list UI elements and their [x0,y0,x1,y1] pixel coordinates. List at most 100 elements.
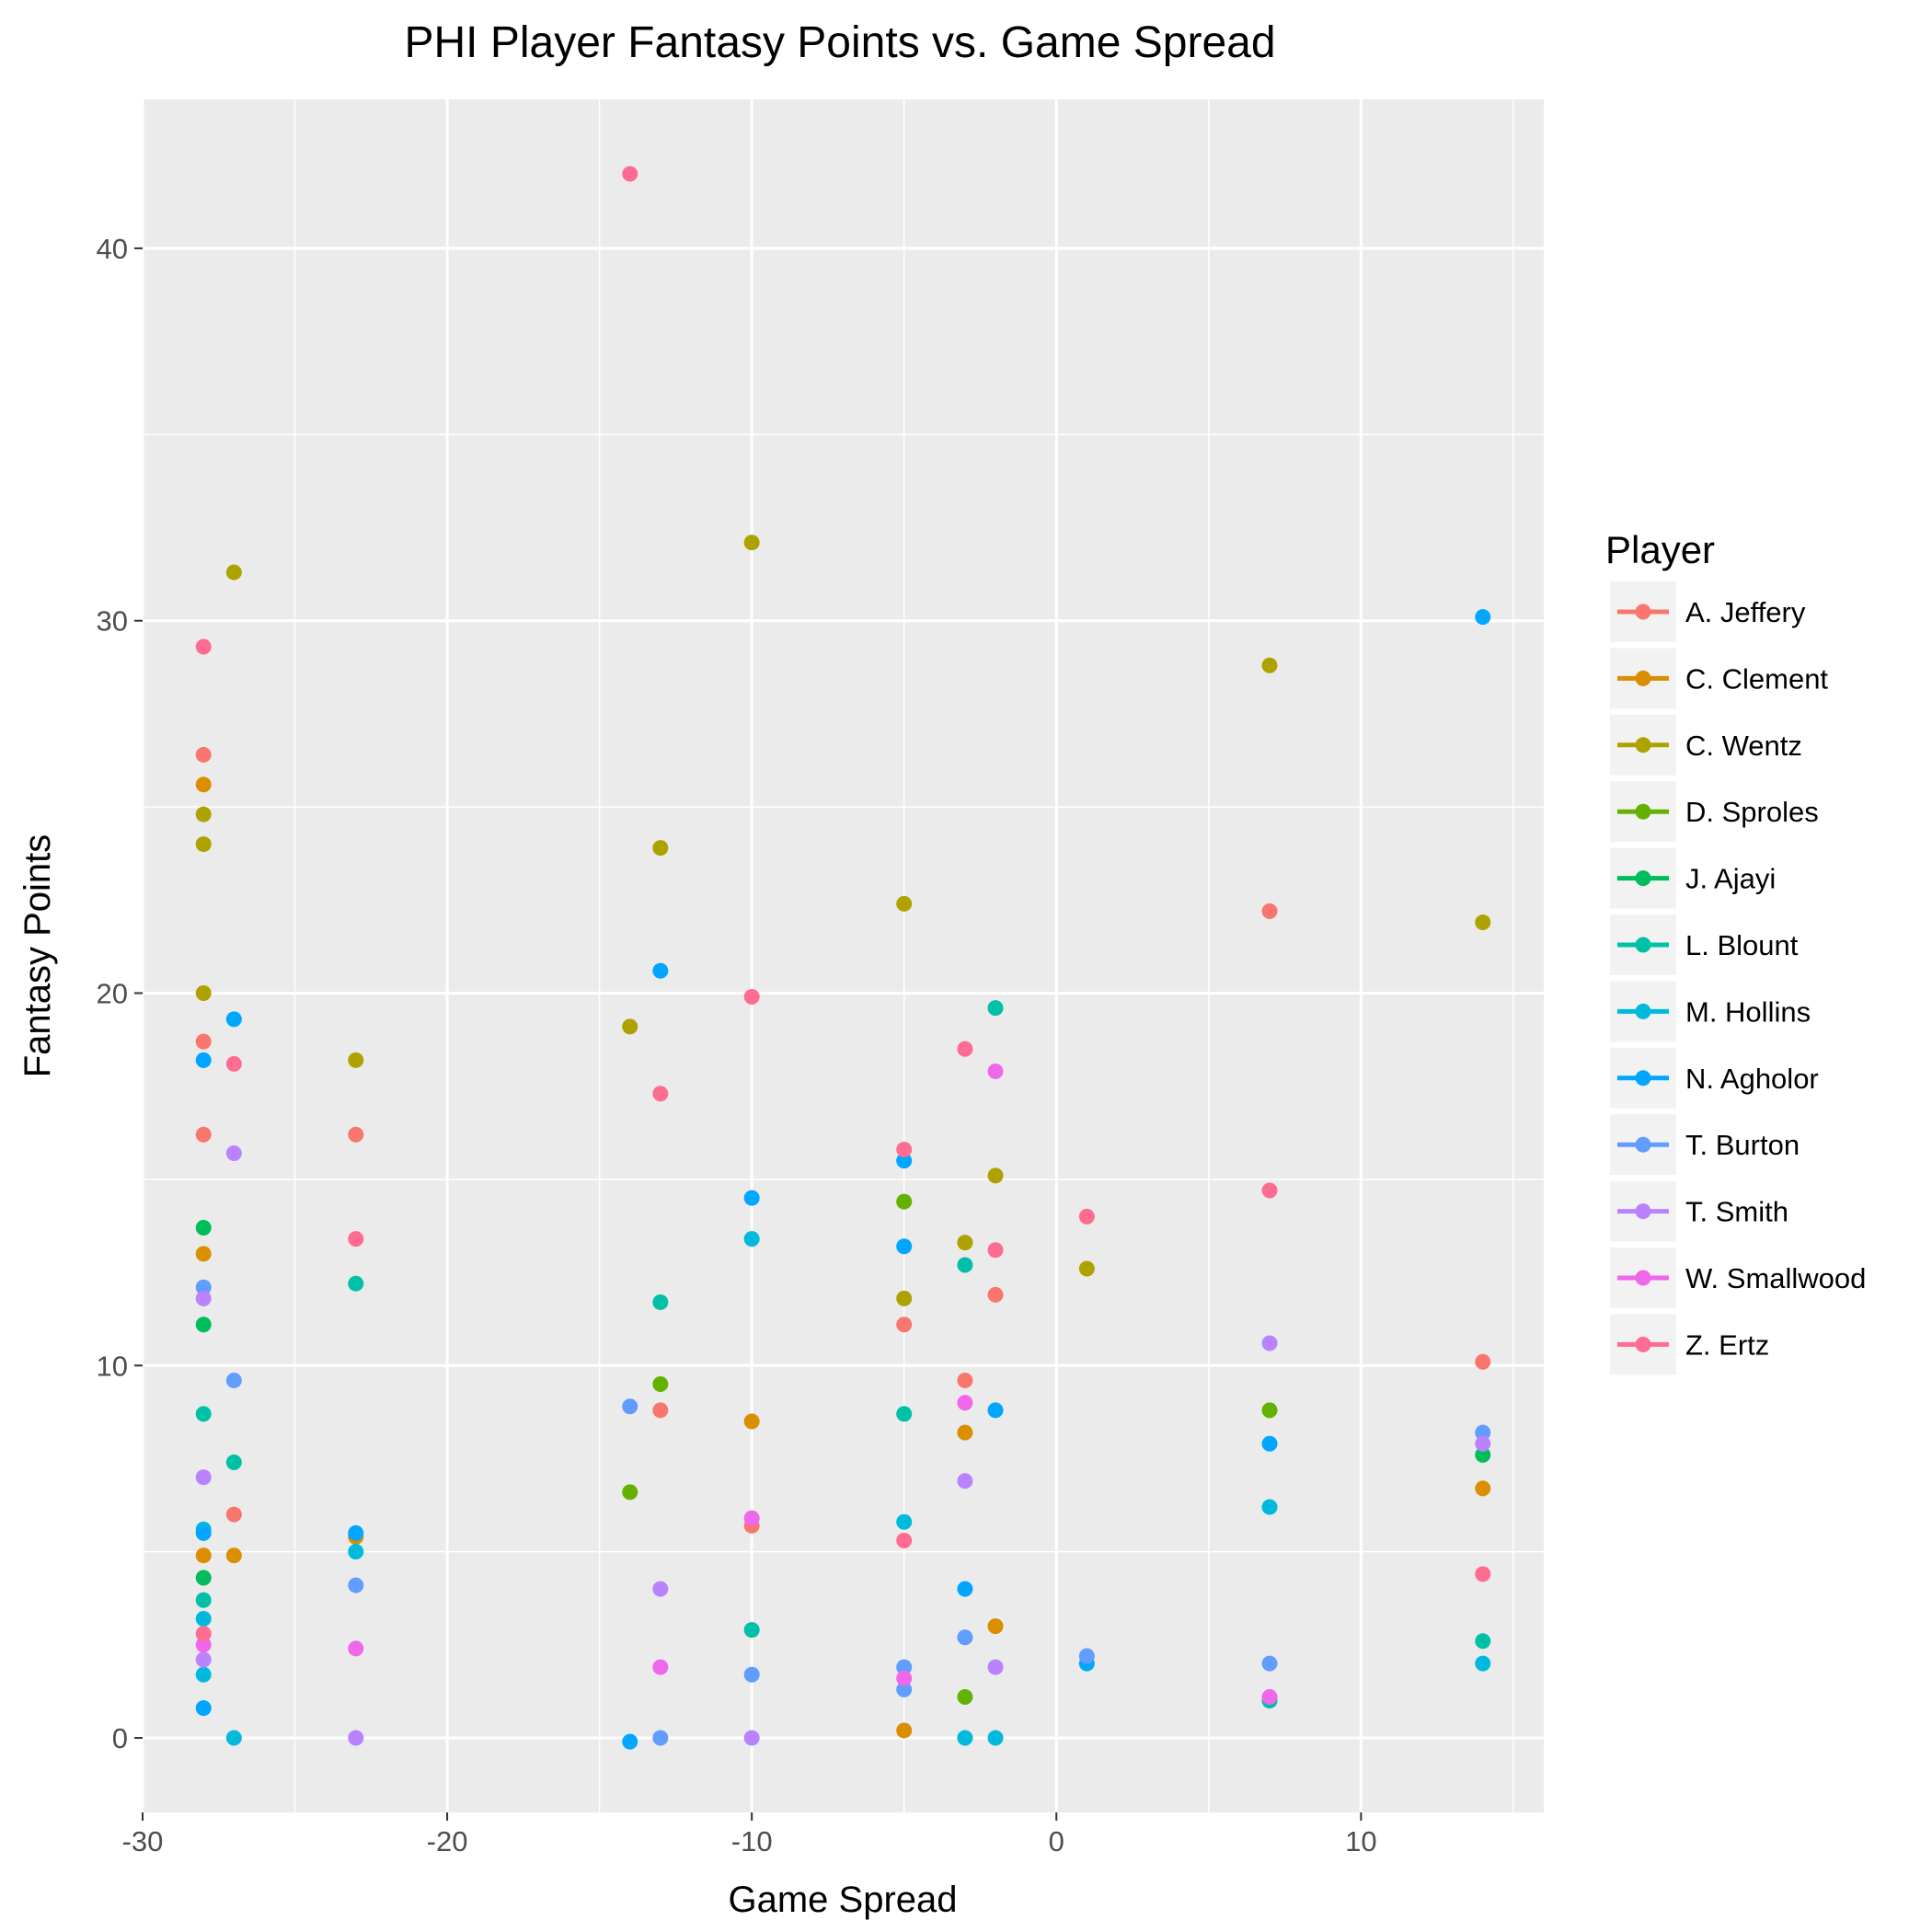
data-point-t-burton [348,1577,364,1593]
data-point-c-clement [195,776,212,793]
x-tick-label: -10 [731,1825,773,1857]
plot-panel [143,99,1544,1812]
legend-key-point [1635,604,1651,620]
legend-title: Player [1605,528,1715,571]
data-point-j-ajayi [1475,1446,1491,1463]
data-point-z-ertz [896,1533,913,1549]
data-point-a-jeffery [957,1372,973,1388]
legend-label: C. Wentz [1685,730,1802,762]
data-point-c-wentz [957,1235,973,1251]
data-point-c-wentz [195,836,212,853]
data-point-d-sproles [622,1484,638,1501]
y-axis-label: Fantasy Points [17,834,58,1078]
data-point-z-ertz [622,166,638,182]
data-point-l-blount [195,1592,212,1608]
grid-minor [143,99,1544,1812]
data-point-t-smith [652,1581,669,1597]
data-point-m-hollins [225,1730,242,1746]
data-point-n-agholor [225,1011,242,1028]
data-point-m-hollins [1475,1655,1491,1672]
data-point-t-smith [1261,1335,1278,1351]
legend-key-point [1635,1203,1651,1220]
data-point-n-agholor [622,1733,638,1750]
data-point-w-smallwood [1261,1689,1278,1706]
data-point-d-sproles [957,1689,973,1706]
data-point-c-wentz [987,1167,1004,1184]
data-point-l-blount [957,1257,973,1273]
legend-item-t-smith: T. Smith [1610,1180,1788,1242]
data-point-a-jeffery [1475,1353,1491,1370]
data-point-t-burton [225,1372,242,1388]
x-axis-ticks: -30 -20 -10 0 10 [122,1812,1377,1857]
data-point-t-smith [987,1659,1004,1675]
data-point-t-smith [195,1651,212,1668]
data-point-c-wentz [1261,657,1278,673]
y-axis-ticks: 0 10 20 30 40 [97,233,143,1754]
data-point-a-jeffery [195,746,212,763]
data-point-a-jeffery [987,1286,1004,1303]
y-tick-label: 40 [97,233,128,265]
legend-label: Z. Ertz [1685,1328,1769,1361]
data-point-a-jeffery [225,1506,242,1523]
x-tick-label: 10 [1345,1825,1376,1857]
legend-item-t-burton: T. Burton [1610,1114,1800,1176]
legend-key-point [1635,870,1651,887]
data-point-t-smith [743,1730,760,1746]
data-point-l-blount [652,1294,669,1310]
data-point-n-agholor [195,1052,212,1068]
data-point-l-blount [348,1275,364,1292]
data-point-z-ertz [896,1141,913,1157]
data-point-t-burton [743,1666,760,1683]
legend-label: A. Jeffery [1685,596,1806,628]
data-point-c-wentz [225,564,242,581]
y-tick-label: 10 [97,1350,128,1382]
data-point-m-hollins [896,1513,913,1530]
data-point-n-agholor [896,1238,913,1255]
data-point-m-hollins [957,1730,973,1746]
data-point-a-jeffery [896,1317,913,1333]
data-point-t-burton [652,1730,669,1746]
data-point-z-ertz [225,1055,242,1072]
data-point-t-burton [896,1659,913,1675]
data-point-n-agholor [1475,609,1491,626]
data-point-z-ertz [1475,1566,1491,1582]
legend-item-m-hollins: M. Hollins [1610,981,1811,1042]
grid-major [141,99,1544,1812]
legend-item-a-jeffery: A. Jeffery [1610,581,1806,642]
data-point-w-smallwood [957,1395,973,1411]
legend-item-c-wentz: C. Wentz [1610,714,1802,776]
data-point-c-wentz [896,895,913,912]
data-point-n-agholor [1261,1435,1278,1452]
legend-key-point [1635,1070,1651,1087]
data-point-n-agholor [195,1524,212,1541]
data-point-c-wentz [348,1052,364,1068]
data-point-t-burton [957,1629,973,1646]
data-point-t-burton [1261,1655,1278,1672]
chart-title: PHI Player Fantasy Points vs. Game Sprea… [404,18,1275,67]
data-point-c-clement [987,1618,1004,1635]
data-point-t-burton [622,1398,638,1415]
data-point-j-ajayi [195,1570,212,1586]
data-point-c-wentz [743,535,760,551]
legend-item-w-smallwood: W. Smallwood [1610,1248,1866,1308]
data-point-c-clement [957,1424,973,1441]
legend-label: W. Smallwood [1685,1262,1866,1294]
data-point-c-wentz [1475,914,1491,931]
data-point-t-smith [1475,1435,1491,1452]
x-tick-label: 0 [1049,1825,1064,1857]
data-point-d-sproles [896,1193,913,1210]
data-point-d-sproles [1261,1402,1278,1419]
data-point-m-hollins [1261,1499,1278,1515]
legend-key-point [1635,737,1651,753]
y-tick-label: 0 [112,1722,128,1754]
data-point-c-clement [225,1547,242,1564]
data-point-c-wentz [622,1018,638,1035]
data-point-t-burton [1078,1648,1095,1664]
data-point-n-agholor [195,1700,212,1717]
legend-item-d-sproles: D. Sproles [1610,781,1819,843]
legend-item-z-ertz: Z. Ertz [1610,1314,1769,1375]
data-point-z-ertz [1261,1182,1278,1199]
data-point-w-smallwood [195,1637,212,1653]
legend-label: C. Clement [1685,662,1828,695]
data-point-l-blount [195,1406,212,1422]
